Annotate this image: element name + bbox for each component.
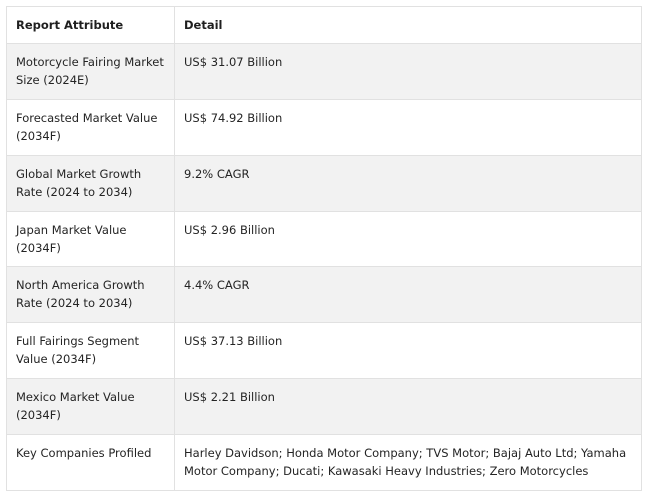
detail-cell: US$ 37.13 Billion: [174, 322, 642, 379]
report-table-container: Report Attribute Detail Motorcycle Fairi…: [6, 6, 642, 491]
detail-cell: Harley Davidson; Honda Motor Company; TV…: [174, 434, 642, 491]
table-row: Global Market Growth Rate (2024 to 2034)…: [6, 155, 642, 212]
table-row: Mexico Market Value (2034F) US$ 2.21 Bil…: [6, 378, 642, 435]
table-row: Full Fairings Segment Value (2034F) US$ …: [6, 322, 642, 379]
column-header-detail: Detail: [174, 6, 642, 44]
attribute-cell: Forecasted Market Value (2034F): [6, 99, 175, 156]
attribute-cell: Full Fairings Segment Value (2034F): [6, 322, 175, 379]
detail-cell: 9.2% CAGR: [174, 155, 642, 212]
table-row: Key Companies Profiled Harley Davidson; …: [6, 434, 642, 491]
report-attributes-table: Report Attribute Detail Motorcycle Fairi…: [6, 6, 642, 491]
table-row: North America Growth Rate (2024 to 2034)…: [6, 266, 642, 323]
attribute-cell: Key Companies Profiled: [6, 434, 175, 491]
table-row: Motorcycle Fairing Market Size (2024E) U…: [6, 43, 642, 100]
table-row: Japan Market Value (2034F) US$ 2.96 Bill…: [6, 211, 642, 267]
table-header-row: Report Attribute Detail: [6, 6, 642, 44]
detail-cell: US$ 31.07 Billion: [174, 43, 642, 100]
attribute-cell: Mexico Market Value (2034F): [6, 378, 175, 435]
attribute-cell: North America Growth Rate (2024 to 2034): [6, 266, 175, 323]
table-row: Forecasted Market Value (2034F) US$ 74.9…: [6, 99, 642, 156]
attribute-cell: Japan Market Value (2034F): [6, 211, 175, 267]
detail-cell: 4.4% CAGR: [174, 266, 642, 323]
attribute-cell: Motorcycle Fairing Market Size (2024E): [6, 43, 175, 100]
detail-cell: US$ 74.92 Billion: [174, 99, 642, 156]
column-header-attribute: Report Attribute: [6, 6, 175, 44]
detail-cell: US$ 2.96 Billion: [174, 211, 642, 267]
attribute-cell: Global Market Growth Rate (2024 to 2034): [6, 155, 175, 212]
detail-cell: US$ 2.21 Billion: [174, 378, 642, 435]
